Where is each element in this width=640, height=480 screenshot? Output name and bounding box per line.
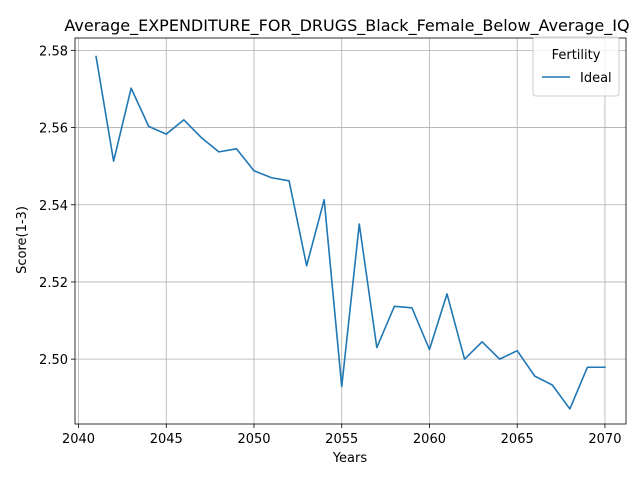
x-axis: 2040 2045 2050 2055 2060 2065 2070 (62, 424, 621, 447)
x-tick-label: 2040 (62, 432, 95, 447)
x-tick-label: 2055 (325, 432, 358, 447)
y-tick-label: 2.56 (39, 122, 68, 137)
y-tick-label: 2.52 (39, 276, 68, 291)
chart-title: Average_EXPENDITURE_FOR_DRUGS_Black_Fema… (64, 16, 629, 36)
series-layer (95, 55, 606, 410)
x-tick-label: 2065 (501, 432, 534, 447)
y-axis: 2.50 2.52 2.54 2.56 2.58 (39, 44, 75, 368)
y-tick-label: 2.54 (39, 199, 68, 214)
legend-title: Fertility (552, 48, 601, 63)
legend-box (532, 36, 620, 97)
y-tick-label: 2.58 (39, 44, 68, 59)
x-tick-label: 2050 (237, 432, 270, 447)
x-axis-label: Years (332, 451, 368, 466)
x-tick-label: 2070 (588, 432, 621, 447)
y-axis-label: Score(1-3) (15, 206, 30, 274)
series-line-ideal (95, 55, 606, 410)
legend-label-ideal: Ideal (580, 71, 612, 86)
x-tick-label: 2060 (413, 432, 446, 447)
plot-area (74, 37, 627, 425)
grid-lines (75, 38, 626, 424)
legend: Fertility Ideal (532, 36, 620, 97)
x-tick-label: 2045 (150, 432, 183, 447)
y-tick-label: 2.50 (39, 353, 68, 368)
